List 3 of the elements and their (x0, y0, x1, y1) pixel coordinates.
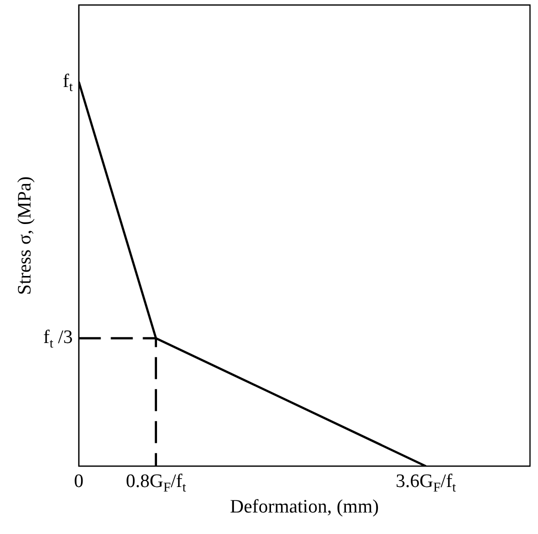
x-tick-label: 0 (74, 471, 84, 492)
x-axis-title: Deformation, (mm) (230, 496, 379, 518)
y-axis-title: Stress σ, (MPa) (14, 176, 36, 295)
